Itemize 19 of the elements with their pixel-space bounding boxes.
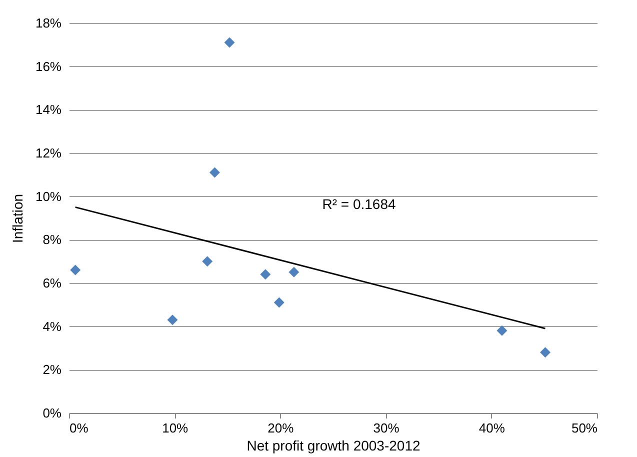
y-tick-label: 16% (35, 58, 62, 74)
y-tick-label: 14% (35, 102, 62, 118)
x-tick-label: 30% (373, 420, 400, 436)
y-axis-title: Inflation (9, 194, 26, 244)
y-tick-label: 12% (35, 146, 62, 160)
y-tick-label: 6% (42, 276, 62, 290)
y-tick-label: 0% (42, 406, 62, 420)
x-tick-label: 0% (70, 420, 89, 436)
y-tick-label: 10% (35, 188, 62, 204)
x-axis-title: Net profit growth 2003-2012 (246, 438, 420, 454)
y-tick-label: 4% (42, 318, 62, 334)
x-tick-label: 20% (268, 420, 294, 436)
y-tick-label: 18% (35, 16, 62, 30)
x-tick-label: 10% (162, 420, 189, 436)
y-tick-label: 2% (42, 362, 62, 378)
x-tick-label: 50% (571, 420, 598, 436)
x-tick-label: 40% (478, 420, 506, 436)
annotation: R² = 0.1684 (322, 196, 396, 212)
y-tick-label: 8% (42, 232, 62, 248)
